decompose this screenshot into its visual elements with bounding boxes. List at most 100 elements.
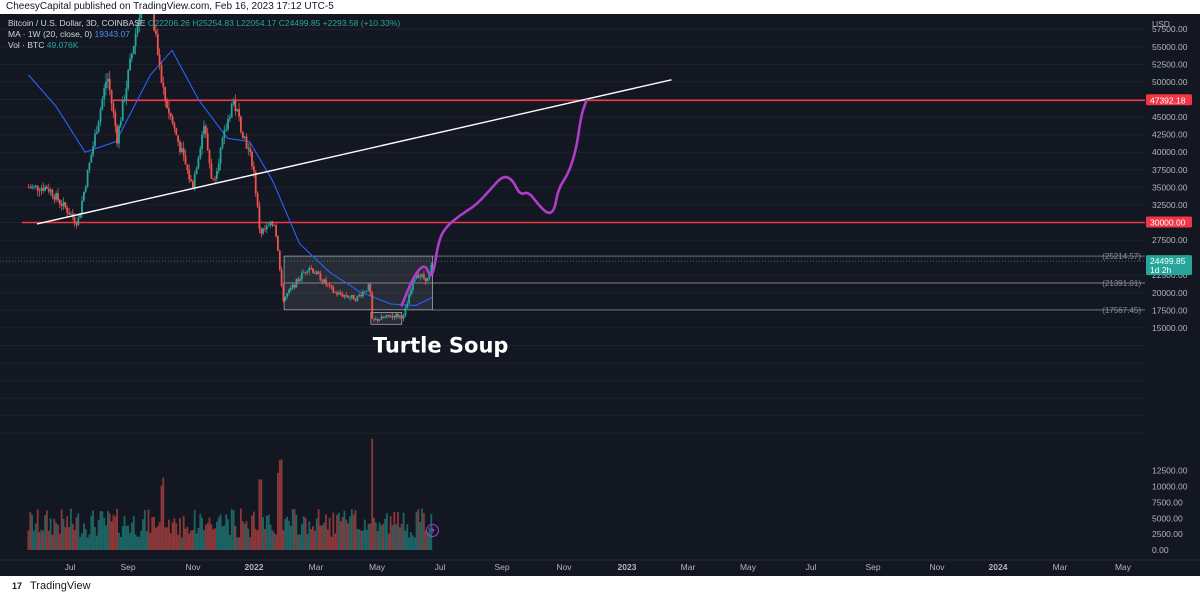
candle-body [127,70,130,89]
candle-body [411,281,414,291]
candle-body [245,136,248,149]
volume-bar [245,521,248,550]
volume-bar [86,537,89,550]
volume-bar [297,534,300,550]
volume-bar [92,510,94,550]
chart-area[interactable]: Bitcoin / U.S. Dollar, 3D, COINBASE O222… [0,14,1200,576]
chart-annotations: Turtle Soup (25214.57) (21391.01) (17567.45… [373,252,1141,537]
volume-bar [125,526,128,550]
price-label-box [1146,216,1192,228]
candle-body [171,116,174,124]
candle-body [395,314,398,318]
candle-body [286,293,288,297]
candle-body [179,141,181,152]
candle-body [365,290,368,292]
x-tick-label: Sep [120,562,135,572]
candle-body [230,104,233,118]
candle-body [192,181,194,188]
candle-body [360,294,362,297]
volume-bar [238,537,240,550]
volume-bar [94,527,96,550]
candle-body [212,178,215,180]
volume-bar [430,514,433,550]
candle-body [378,319,381,321]
candle-body [70,213,72,215]
candle-body [282,285,285,301]
volume-bar [204,525,207,550]
volume-bar [395,524,398,550]
candle-body [190,179,192,182]
volume-bar [173,518,176,550]
candle-body [49,189,52,192]
zone-price-label: (21391.01) [1102,279,1141,288]
volume-bar [393,512,396,550]
volume-bar [328,517,331,550]
volume-bar [105,525,107,550]
legend-symbol-row: Bitcoin / U.S. Dollar, 3D, COINBASE O222… [8,18,400,29]
volume-bar [79,536,82,550]
volume-bar [81,533,83,550]
candle-body [362,291,364,297]
candle-body [118,125,120,144]
candle-body [110,90,113,104]
price-chart[interactable]: Turtle Soup (25214.57) (21391.01) (17567.45… [0,14,1200,576]
volume-bar [382,523,385,550]
zone-price-label: (17567.45) [1102,306,1141,315]
volume-bar [278,460,281,550]
volume-bar [29,512,32,550]
volume-bar [193,510,196,550]
candle-body [251,151,253,167]
candle-body [288,289,290,294]
candle-body [75,222,78,226]
volume-bar [49,518,52,550]
y-tick-label: 7500.00 [1152,497,1183,507]
volume-bar [199,513,202,550]
candle-body [328,284,331,286]
price-label-text: 30000.00 [1150,218,1186,228]
volume-bar [182,515,185,550]
y-tick-label: 0.00 [1152,545,1169,555]
volume-bar [230,509,233,550]
candle-body [271,221,274,226]
volume-bar [71,523,74,550]
candle-body [241,131,244,138]
volume-bar [221,526,224,550]
volume-bar [27,530,30,550]
candle-body [421,274,423,277]
legend-ma-value: 19343.07 [94,29,130,39]
volume-bar [371,438,374,550]
x-tick-label: Sep [865,562,880,572]
volume-bar [129,532,131,550]
candle-body [319,273,322,281]
candle-body [38,190,41,192]
volume-bar [201,518,203,550]
volume-bar [302,516,305,550]
candle-body [299,279,301,282]
candle-body [62,202,65,206]
volume-bar [334,533,337,550]
candle-body [356,295,359,301]
volume-bar [332,512,335,550]
candle-body [426,277,429,282]
candle-body [160,65,163,83]
candle-body [312,268,314,273]
candle-body [428,275,431,278]
candle-body [301,272,303,280]
volume-bar [410,532,412,550]
volume-bar [99,511,102,550]
candle-body [114,112,117,127]
candle-body [221,138,224,148]
candle-body [291,284,294,288]
candle-body [155,30,157,34]
volume-bar [386,513,388,550]
volume-bar [338,512,340,550]
candle-body [278,250,281,270]
volume-bar [229,534,231,550]
candle-body [325,279,327,285]
currency-label: USD [1152,19,1170,29]
volume-bar [190,530,192,550]
volume-bar [142,519,144,550]
volume-bar [55,523,57,550]
candle-body [136,23,139,34]
candle-body [334,292,337,294]
